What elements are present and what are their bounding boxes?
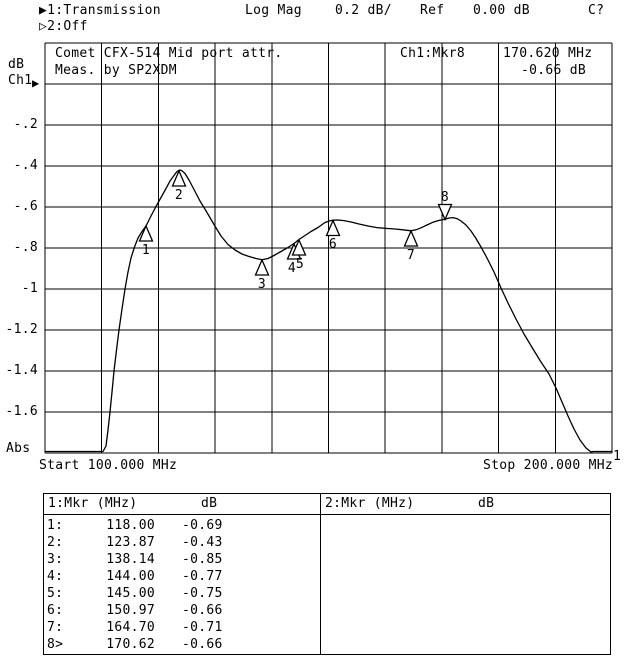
y-tick-label: -.2 <box>13 117 38 132</box>
active-marker-value: -0.66 dB <box>521 63 587 78</box>
ch1-status: ▶1:Transmission <box>39 3 161 18</box>
marker-freq: 118.00 <box>106 518 155 533</box>
plot-title-line1: Comet CFX-514 Mid port attr. <box>55 46 283 61</box>
active-marker-freq: 170.620 MHz <box>503 46 593 61</box>
marker-1-symbol <box>138 224 154 242</box>
marker-8-label: 8 <box>441 190 449 205</box>
marker-row: 2: 123.87 -0.43 <box>44 534 320 551</box>
y-tick-label: -1.4 <box>5 363 38 378</box>
format-label: Log Mag <box>245 3 302 18</box>
y-axis-unit: dB <box>8 57 25 72</box>
marker-5-label: 5 <box>296 257 304 272</box>
y-tick-label: -1.6 <box>5 404 38 419</box>
scale-label: 0.2 dB/ <box>335 3 392 18</box>
y-tick-label: -.4 <box>13 158 38 173</box>
y-tick-label: -1 <box>21 281 38 296</box>
marker-db: -0.85 <box>182 552 223 567</box>
marker-db: -0.77 <box>182 569 223 584</box>
graticule <box>44 42 613 454</box>
marker-table-ch2-header-unit: dB <box>478 496 495 511</box>
marker-row: 3: 138.14 -0.85 <box>44 551 320 568</box>
marker-table-ch1-rows: 1: 118.00 -0.69 2: 123.87 -0.43 3: 138.14 -0.8… <box>44 515 320 653</box>
marker-4-label: 4 <box>288 261 296 276</box>
marker-6-label: 6 <box>329 237 337 252</box>
marker-7-label: 7 <box>407 248 415 263</box>
marker-db: -0.71 <box>182 620 223 635</box>
marker-id: 5: <box>47 586 64 601</box>
y-tick-label: -.8 <box>13 240 38 255</box>
marker-table-ch2-header: 2:Mkr (MHz) dB <box>321 494 610 515</box>
marker-freq: 123.87 <box>106 535 155 550</box>
marker-freq: 150.97 <box>106 603 155 618</box>
marker-id: 7: <box>47 620 64 635</box>
marker-id: 6: <box>47 603 64 618</box>
marker-table-ch1-header: 1:Mkr (MHz) dB <box>44 494 320 515</box>
marker-freq: 164.70 <box>106 620 155 635</box>
marker-row: 5: 145.00 -0.75 <box>44 585 320 602</box>
marker-6-symbol <box>325 218 341 237</box>
marker-5-symbol <box>291 238 307 256</box>
marker-row: 1: 118.00 -0.69 <box>44 517 320 534</box>
marker-1-label: 1 <box>142 243 150 258</box>
marker-id: 1: <box>47 518 64 533</box>
stop-frequency: Stop 200.000 MHz <box>482 458 613 473</box>
cal-status: C? <box>588 3 605 18</box>
start-frequency: Start 100.000 MHz <box>39 458 178 473</box>
marker-table-ch1: 1:Mkr (MHz) dB 1: 118.00 -0.69 2: 123.87 -0.… <box>43 493 321 655</box>
trace-number: 1 <box>613 449 621 464</box>
marker-freq: 170.62 <box>106 637 155 652</box>
marker-id: 3: <box>47 552 64 567</box>
marker-8-symbol <box>437 203 453 222</box>
marker-2-symbol <box>171 169 187 187</box>
marker-table-ch2-header-label: 2:Mkr (MHz) <box>325 496 415 511</box>
ref-value: 0.00 dB <box>473 3 530 18</box>
marker-row: 4: 144.00 -0.77 <box>44 568 320 585</box>
marker-row: 8> 170.62 -0.66 <box>44 636 320 653</box>
marker-freq: 144.00 <box>106 569 155 584</box>
y-tick-label: -.6 <box>13 199 38 214</box>
trace-ch1 <box>44 169 613 453</box>
plot-title-line2: Meas. by SP2XDM <box>55 63 177 78</box>
marker-db: -0.66 <box>182 637 223 652</box>
trace-marker-labels: 1 2 3 4 5 6 7 8 <box>142 188 449 292</box>
marker-3-label: 3 <box>258 277 266 292</box>
ref-level-arrow-icon: ▶ <box>32 76 40 90</box>
marker-3-symbol <box>254 258 270 276</box>
marker-db: -0.69 <box>182 518 223 533</box>
marker-id: 4: <box>47 569 64 584</box>
marker-freq: 145.00 <box>106 586 155 601</box>
marker-db: -0.43 <box>182 535 223 550</box>
marker-row: 6: 150.97 -0.66 <box>44 602 320 619</box>
marker-table-ch1-header-unit: dB <box>201 496 218 511</box>
marker-db: -0.75 <box>182 586 223 601</box>
ref-label: Ref <box>420 3 445 18</box>
y-axis-bottom-label: Abs <box>6 441 31 456</box>
marker-table-ch1-header-label: 1:Mkr (MHz) <box>48 496 138 511</box>
marker-table-ch2: 2:Mkr (MHz) dB <box>320 493 611 655</box>
marker-db: -0.66 <box>182 603 223 618</box>
y-axis-channel: Ch1 <box>8 73 33 88</box>
marker-2-label: 2 <box>175 188 183 203</box>
ch2-status: ▷2:Off <box>39 19 88 34</box>
marker-row: 7: 164.70 -0.71 <box>44 619 320 636</box>
trace-markers <box>138 169 453 276</box>
active-marker-label: Ch1:Mkr8 <box>400 46 466 61</box>
marker-freq: 138.14 <box>106 552 155 567</box>
y-tick-label: -1.2 <box>5 322 38 337</box>
marker-id: 2: <box>47 535 64 550</box>
marker-id: 8> <box>47 637 64 652</box>
marker-7-symbol <box>403 229 419 247</box>
